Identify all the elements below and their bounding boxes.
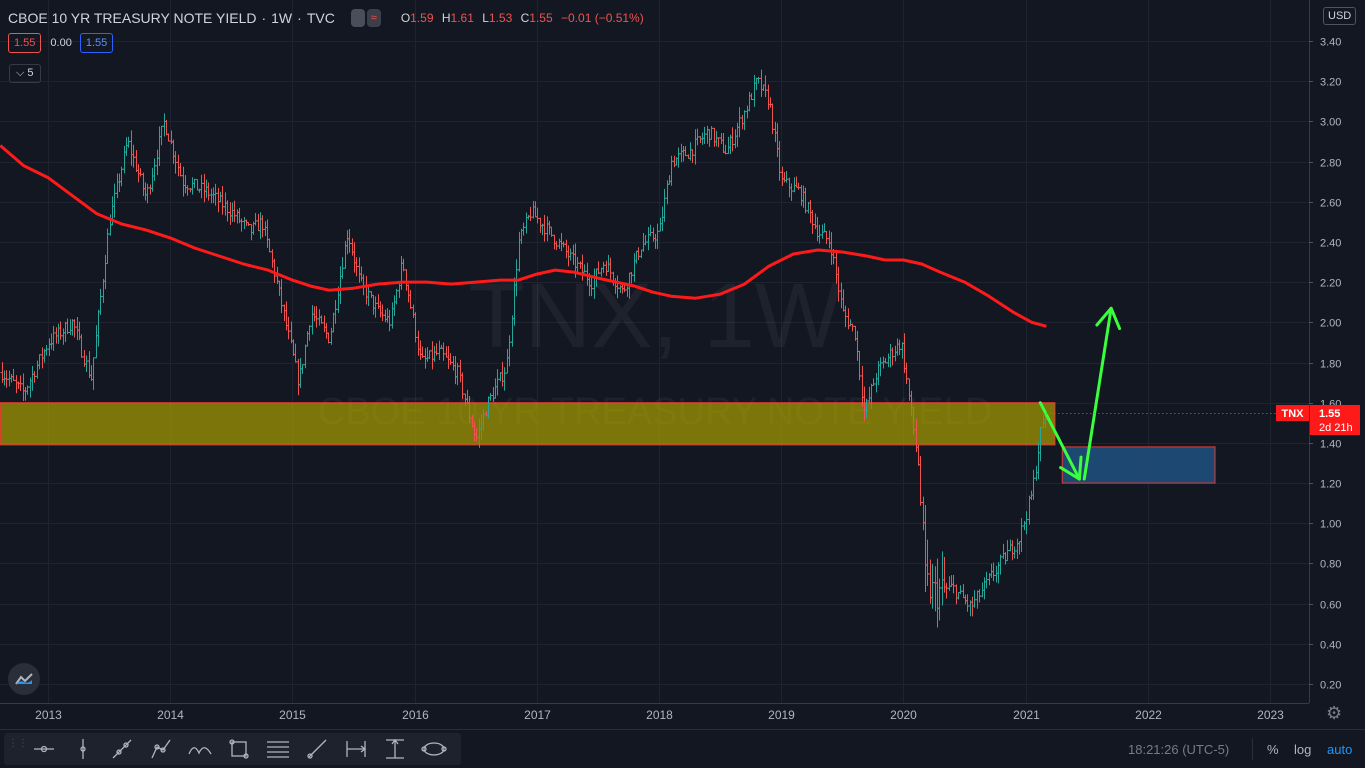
- ohlc-bars: [0, 69, 1048, 628]
- y-tick-label: 0.80: [1320, 559, 1341, 571]
- price-tag-symbol: TNX: [1282, 408, 1305, 420]
- ellipse-icon[interactable]: [418, 735, 450, 763]
- ray-icon[interactable]: [301, 735, 333, 763]
- price-axis[interactable]: 3.403.203.002.802.602.402.202.001.801.60…: [1309, 0, 1365, 729]
- arrow-line: [1082, 306, 1113, 481]
- y-tick-label: 1.40: [1320, 439, 1341, 451]
- eye-icon[interactable]: [350, 9, 365, 27]
- y-tick-label: 1.20: [1320, 479, 1341, 491]
- y-tick-label: 0.40: [1320, 640, 1341, 652]
- support-zone-rectangle: [0, 402, 1056, 446]
- legend-separator: ·: [297, 10, 302, 26]
- collapse-indicators-button[interactable]: ⌵ 5: [9, 64, 41, 83]
- trend-line-icon[interactable]: [106, 735, 138, 763]
- time-axis[interactable]: 2013 2014 2015 2016 2017 2018 2019 2020 2021 2022…: [0, 703, 1309, 723]
- y-tick-label: 0.60: [1320, 600, 1341, 612]
- drag-handle-icon[interactable]: ⋮⋮: [8, 738, 28, 749]
- drawing-tools: ⋮⋮: [4, 733, 461, 765]
- legend-toggle[interactable]: ≈: [350, 9, 383, 27]
- x-tick-label: 2021: [1013, 708, 1040, 722]
- moving-average-line: [0, 144, 1047, 328]
- y-tick-label: 1.80: [1320, 359, 1341, 371]
- pattern-icon[interactable]: [184, 735, 216, 763]
- symbol-legend[interactable]: CBOE 10 YR TREASURY NOTE YIELD · 1W · TV…: [8, 8, 649, 28]
- clock-timezone[interactable]: 18:21:26 (UTC-5): [1128, 742, 1230, 757]
- bottom-toolbar: ⋮⋮ 18:21:26 (UTC-5) % log auto: [0, 729, 1365, 768]
- tradingview-logo-icon[interactable]: [8, 663, 40, 695]
- path-icon[interactable]: [145, 735, 177, 763]
- x-tick-label: 2017: [524, 708, 551, 722]
- support-zone-layer[interactable]: [0, 402, 1216, 484]
- date-range-icon[interactable]: [340, 735, 372, 763]
- currency-button[interactable]: USD: [1323, 7, 1357, 25]
- price-chart[interactable]: TNX, 1W CBOE 10 YR TREASURY NOTE YIELD 3…: [0, 0, 1365, 729]
- symbol-exchange: TVC: [306, 10, 335, 26]
- y-tick-label: 2.60: [1320, 198, 1341, 210]
- symbol-title: CBOE 10 YR TREASURY NOTE YIELD: [8, 10, 257, 26]
- watermark-symbol: TNX, 1W: [468, 265, 841, 367]
- indicator-values[interactable]: 1.55 0.00 1.55: [8, 33, 114, 53]
- percent-scale-toggle[interactable]: %: [1267, 742, 1279, 757]
- price-tag: TNX 1.55 2d 21h: [1276, 405, 1360, 435]
- price-tag-price: 1.55: [1319, 408, 1340, 420]
- x-tick-label: 2013: [35, 708, 62, 722]
- x-tick-label: 2014: [157, 708, 184, 722]
- indicator-value-right: 1.55: [79, 33, 114, 53]
- x-tick-label: 2016: [402, 708, 429, 722]
- price-range-icon[interactable]: [379, 735, 411, 763]
- moving-average-layer: [0, 144, 1047, 328]
- price-tag-countdown: 2d 21h: [1319, 422, 1353, 434]
- arrow-line: [1038, 401, 1081, 481]
- y-tick-label: 2.20: [1320, 278, 1341, 290]
- log-scale-toggle[interactable]: log: [1294, 742, 1312, 757]
- indicator-value-left: 1.55: [8, 33, 42, 53]
- x-tick-label: 2015: [279, 708, 306, 722]
- y-tick-label: 3.40: [1320, 37, 1341, 49]
- rectangle-icon[interactable]: [223, 735, 255, 763]
- y-tick-label: 2.80: [1320, 158, 1341, 170]
- price-change: −0.01 (−0.51%): [561, 11, 644, 25]
- price-axis-panel: [1309, 0, 1365, 729]
- y-tick-label: 2.40: [1320, 238, 1341, 250]
- arrow-head: [1059, 455, 1083, 481]
- toolbar-divider: [1252, 738, 1253, 760]
- fib-retracement-icon[interactable]: [262, 735, 294, 763]
- y-tick-label: 3.00: [1320, 117, 1341, 129]
- y-tick-label: 0.20: [1320, 680, 1341, 692]
- y-tick-label: 3.20: [1320, 77, 1341, 89]
- cursor-line-icon[interactable]: [67, 735, 99, 763]
- symbol-interval: 1W: [271, 10, 293, 26]
- y-tick-label: 2.00: [1320, 318, 1341, 330]
- x-tick-label: 2020: [890, 708, 917, 722]
- arrow-drawings[interactable]: [1038, 306, 1122, 481]
- auto-scale-toggle[interactable]: auto: [1327, 742, 1353, 757]
- ohlc-values: O1.59 H1.61 L1.53 C1.55 −0.01 (−0.51%): [400, 11, 644, 25]
- x-tick-label: 2019: [768, 708, 795, 722]
- wave-icon[interactable]: ≈: [366, 9, 381, 27]
- x-tick-label: 2018: [646, 708, 673, 722]
- chart-settings-gear-icon[interactable]: ⚙: [1326, 703, 1343, 723]
- crosshair-icon[interactable]: [28, 735, 60, 763]
- x-tick-label: 2023: [1257, 708, 1284, 722]
- indicator-value-mid: 0.00: [50, 37, 72, 49]
- arrow-head: [1095, 306, 1122, 331]
- legend-separator: ·: [261, 10, 267, 26]
- x-tick-label: 2022: [1135, 708, 1162, 722]
- y-tick-label: 1.00: [1320, 519, 1341, 531]
- chevron-down-icon: ⌵: [16, 67, 28, 79]
